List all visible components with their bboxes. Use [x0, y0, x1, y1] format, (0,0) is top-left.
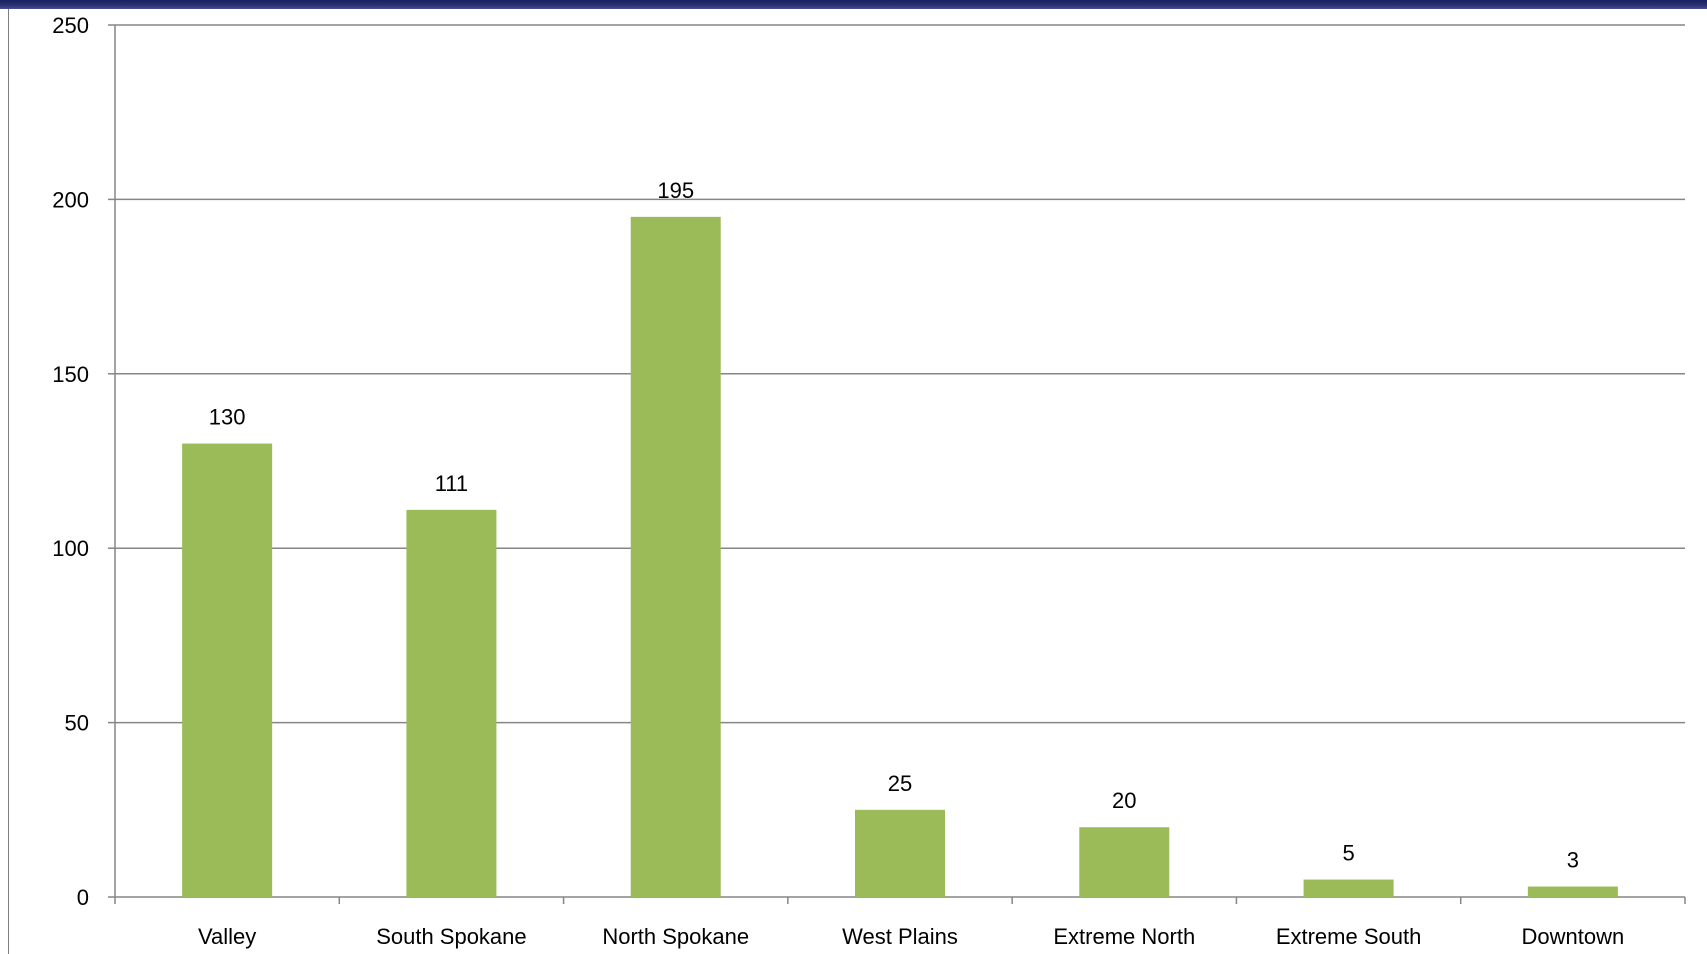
left-border-rule: [8, 9, 9, 954]
data-label: 25: [888, 771, 912, 796]
data-label: 195: [657, 178, 694, 203]
bar-north-spokane: [630, 216, 721, 898]
gridlines: [115, 24, 1685, 724]
x-tick-label: Extreme North: [1053, 924, 1195, 949]
data-labels: 130 111 195 25 20 5 3: [209, 178, 1579, 873]
data-label: 5: [1342, 841, 1354, 866]
y-tick-label: 50: [65, 711, 89, 736]
data-label: 3: [1567, 848, 1579, 873]
data-label: 130: [209, 405, 246, 430]
y-tick-labels: 0 50 100 150 200 250: [52, 13, 89, 910]
y-tick-label: 150: [52, 362, 89, 387]
x-tick-label: West Plains: [842, 924, 958, 949]
y-tick-label: 100: [52, 536, 89, 561]
x-tick-label: South Spokane: [376, 924, 526, 949]
data-label: 20: [1112, 788, 1136, 813]
bar-extreme-north: [1079, 827, 1170, 897]
bar-valley: [182, 443, 273, 897]
bar-extreme-south: [1303, 879, 1394, 897]
data-label: 111: [435, 471, 468, 496]
x-tick-label: Valley: [198, 924, 256, 949]
bars: [182, 216, 1618, 898]
x-tick-label: Extreme South: [1276, 924, 1422, 949]
x-tick-label: North Spokane: [602, 924, 749, 949]
y-tick-label: 200: [52, 187, 89, 212]
y-tick-label: 0: [77, 885, 89, 910]
bar-west-plains: [855, 809, 945, 897]
bar-south-spokane: [406, 509, 497, 897]
bar-downtown: [1527, 886, 1618, 897]
x-tick-labels: Valley South Spokane North Spokane West Pla…: [198, 924, 1624, 949]
y-tick-label: 250: [52, 13, 89, 38]
top-header-band: [0, 0, 1707, 9]
x-tick-label: Downtown: [1521, 924, 1624, 949]
